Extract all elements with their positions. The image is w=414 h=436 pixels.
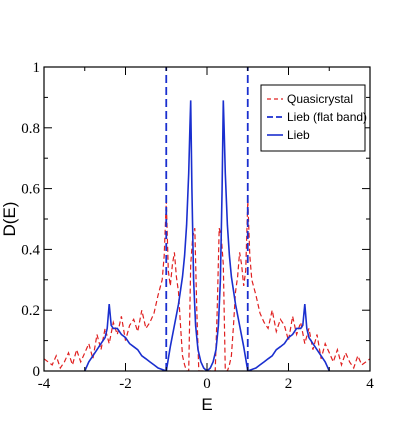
x-tick-label: 4 [366, 376, 374, 392]
y-tick-label: 0.4 [21, 242, 40, 258]
x-tick-label: 0 [203, 376, 211, 392]
y-tick-label: 0.6 [21, 182, 40, 198]
y-tick-label: 0 [33, 364, 41, 380]
legend-label: Lieb (flat band) [287, 110, 367, 124]
x-tick-label: 2 [285, 376, 293, 392]
x-axis-label: E [201, 395, 212, 414]
x-tick-label: -4 [38, 376, 51, 392]
x-tick-label: -2 [119, 376, 132, 392]
y-tick-label: 0.8 [21, 121, 40, 137]
series-lieb-line [84, 100, 331, 371]
legend-label: Quasicrystal [287, 92, 353, 106]
y-tick-label: 0.2 [21, 303, 40, 319]
series-quasicrystal-line [44, 200, 370, 371]
y-axis-label: D(E) [0, 202, 19, 237]
legend-label: Lieb [287, 128, 310, 142]
legend-box [260, 84, 366, 152]
y-tick-label: 1 [33, 60, 41, 76]
